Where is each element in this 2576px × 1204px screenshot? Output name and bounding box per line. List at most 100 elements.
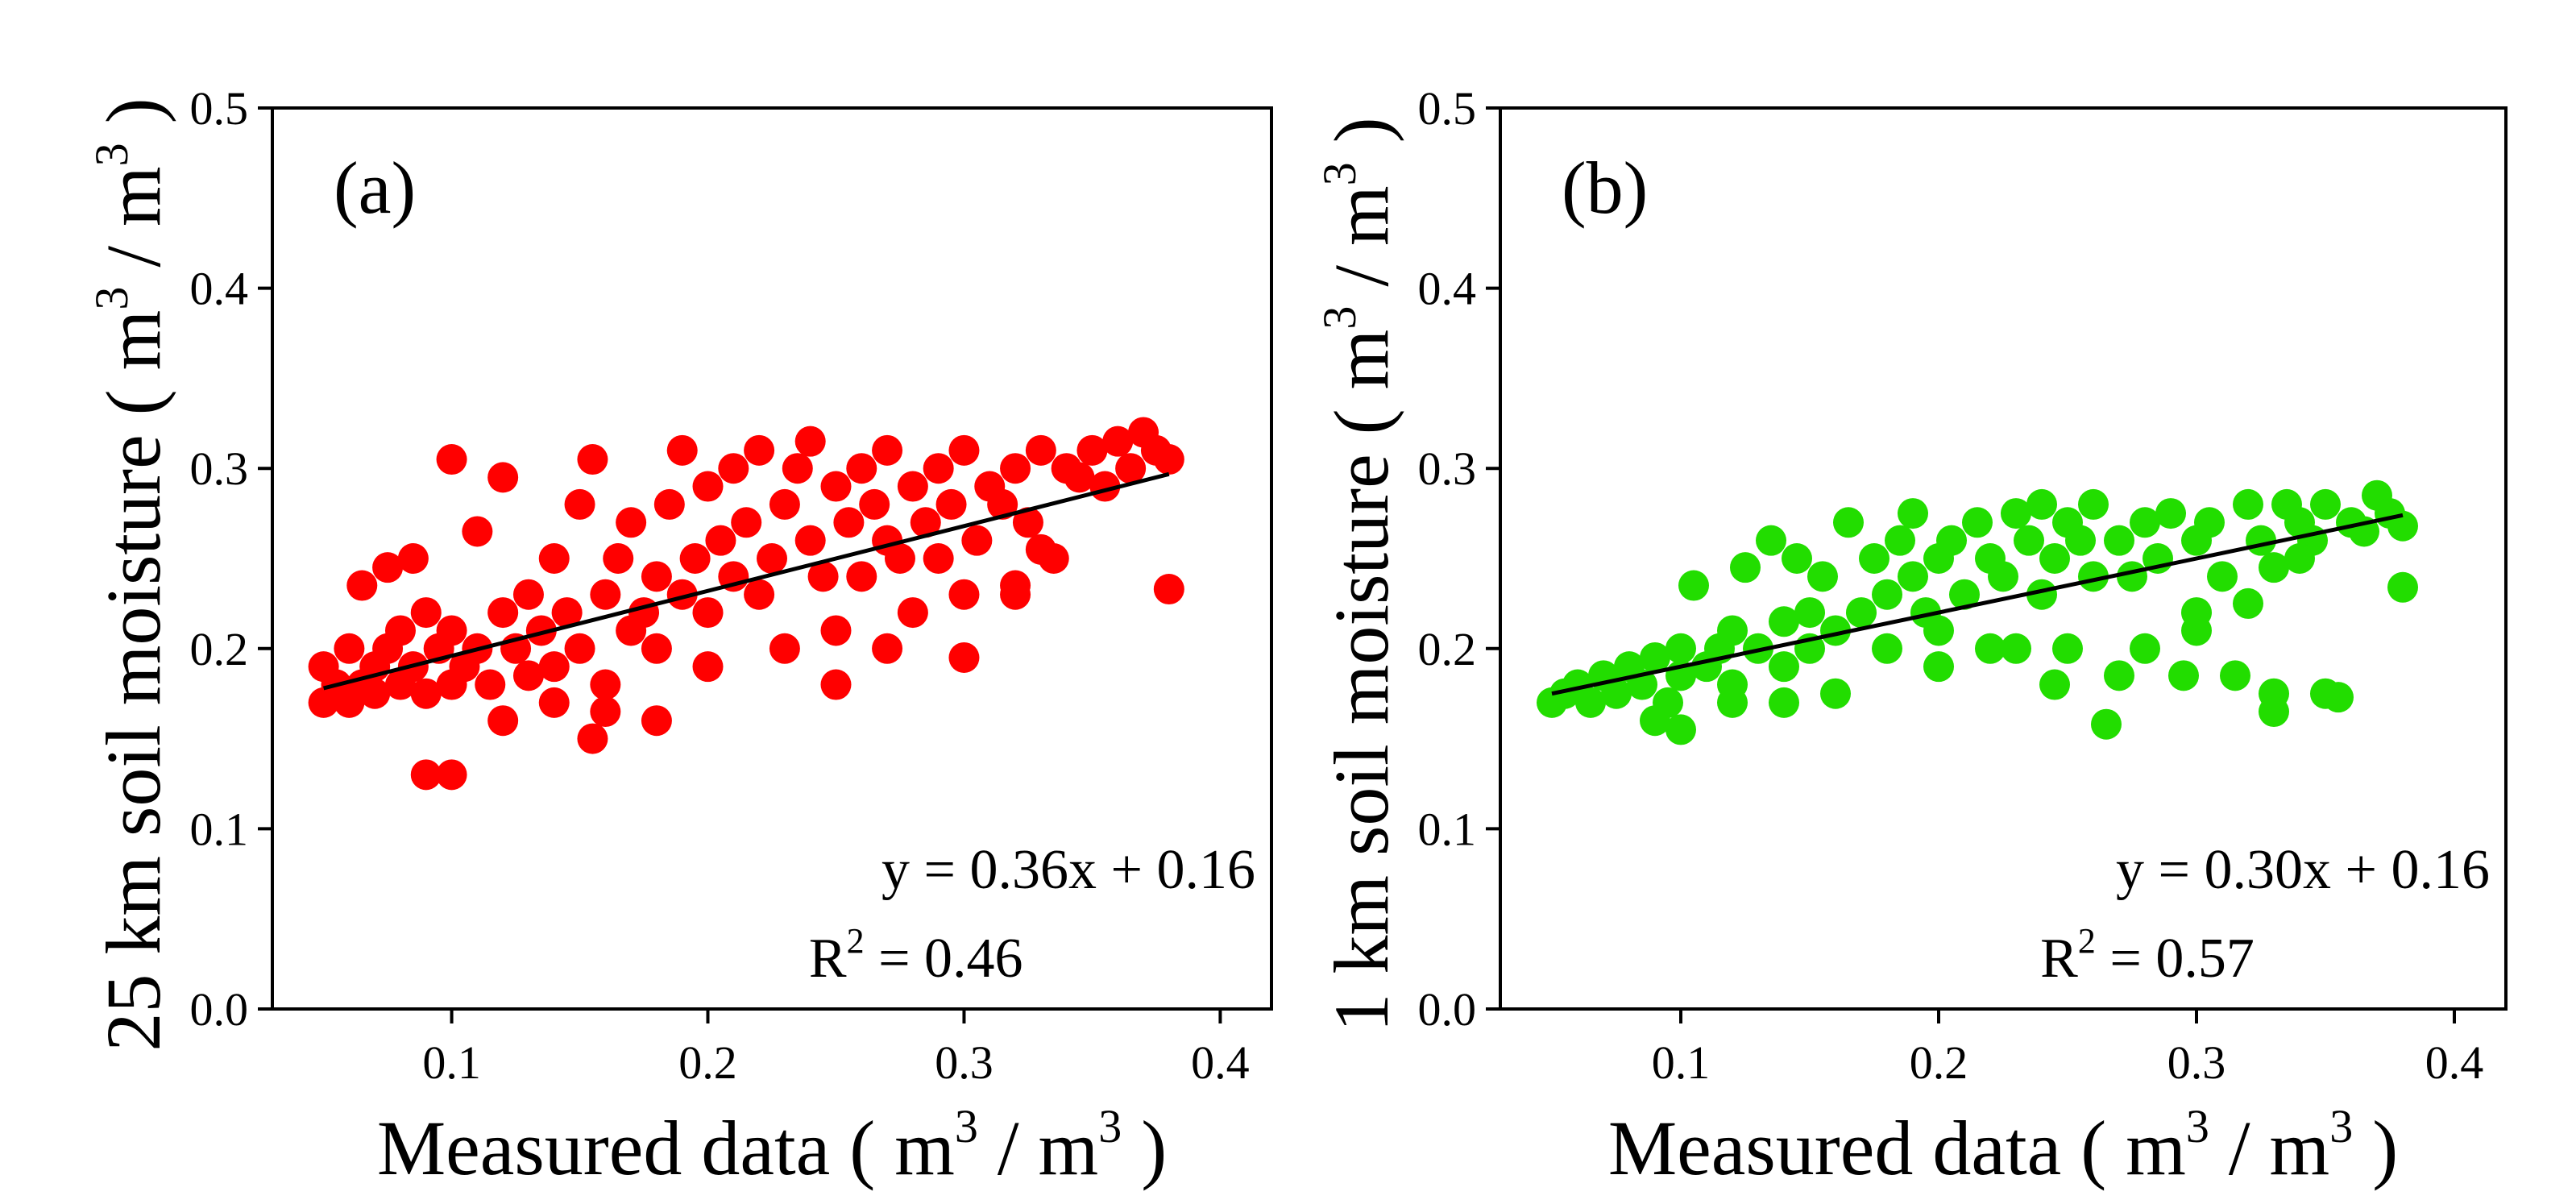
- data-point: [525, 615, 557, 646]
- data-point: [397, 543, 429, 574]
- data-point: [436, 615, 467, 646]
- y-axis-label: 1 km soil moisture ( m3 / m3 ): [1313, 117, 1404, 1032]
- data-point: [2168, 660, 2199, 691]
- data-point: [1923, 615, 1954, 646]
- data-point: [833, 507, 865, 538]
- data-point: [846, 453, 877, 484]
- data-point: [1769, 687, 1799, 718]
- data-point: [2014, 525, 2044, 556]
- data-point: [1962, 507, 1993, 538]
- data-point: [1000, 570, 1031, 601]
- data-point: [1153, 574, 1184, 605]
- data-point: [782, 453, 813, 484]
- data-point: [384, 615, 416, 646]
- r-squared: R2 = 0.46: [809, 921, 1023, 990]
- panel-b: 0.1 0.2 0.3 0.4 0.0 0.1 0.2 0.3 0.4 0.5 (b) y = 0.3…: [1313, 82, 2508, 1191]
- data-point: [1859, 543, 1889, 574]
- data-point: [436, 444, 467, 475]
- data-point: [564, 488, 595, 520]
- data-point: [807, 561, 839, 592]
- data-point: [410, 597, 442, 629]
- x-axis-label: Measured data ( m3 / m3 ): [1608, 1100, 2398, 1191]
- data-point: [2117, 561, 2147, 592]
- data-point: [1717, 615, 1748, 646]
- data-point: [2220, 660, 2250, 691]
- x-tick-label: 0.3: [935, 1036, 993, 1089]
- data-point: [1665, 633, 1696, 664]
- data-point: [910, 507, 941, 538]
- data-point: [1678, 570, 1709, 601]
- data-point: [1923, 651, 1954, 683]
- data-point: [923, 543, 954, 574]
- data-point: [577, 444, 608, 475]
- data-point: [1936, 525, 1967, 556]
- data-point: [987, 488, 1018, 520]
- data-point: [948, 434, 980, 466]
- data-point: [1820, 678, 1851, 709]
- data-point: [1756, 525, 1786, 556]
- y-tick-label: 0.5: [1418, 82, 1477, 135]
- data-point: [538, 543, 570, 574]
- y-tick-label: 0.2: [190, 623, 249, 675]
- y-tick-label: 0.4: [1418, 263, 1477, 315]
- data-point: [897, 471, 928, 502]
- data-point: [794, 426, 826, 457]
- data-point: [718, 453, 749, 484]
- data-point: [1846, 597, 1877, 629]
- x-tick-label: 0.1: [1652, 1036, 1711, 1089]
- data-point: [692, 651, 724, 683]
- data-point: [2233, 488, 2263, 520]
- data-point: [1769, 606, 1799, 637]
- data-point: [2001, 498, 2031, 529]
- data-point: [641, 705, 672, 737]
- data-point: [2194, 507, 2225, 538]
- data-point: [590, 579, 621, 610]
- data-point: [1872, 579, 1902, 610]
- data-point: [475, 669, 506, 700]
- plot-frame: [1499, 106, 2508, 1011]
- data-point: [603, 543, 634, 574]
- data-point: [1782, 543, 1812, 574]
- data-point: [1885, 525, 1915, 556]
- data-point: [1012, 507, 1043, 538]
- data-point: [577, 723, 608, 754]
- data-point: [1064, 462, 1095, 493]
- data-point: [2078, 488, 2109, 520]
- x-tick-label: 0.4: [2425, 1036, 2484, 1089]
- data-point: [2259, 696, 2289, 728]
- data-point: [2310, 488, 2341, 520]
- data-point: [923, 453, 954, 484]
- data-point: [653, 488, 685, 520]
- data-point: [538, 651, 570, 683]
- data-point: [1640, 705, 1670, 737]
- data-point: [1898, 561, 1928, 592]
- y-tick-label: 0.1: [1418, 803, 1477, 855]
- y-tick-label: 0.4: [190, 263, 249, 315]
- data-point: [590, 696, 621, 728]
- data-point: [590, 669, 621, 700]
- data-point: [436, 759, 467, 791]
- data-point: [346, 570, 378, 601]
- data-point: [692, 471, 724, 502]
- data-point: [2130, 633, 2160, 664]
- panel-label: (b): [1562, 147, 1648, 229]
- data-point: [820, 615, 852, 646]
- data-point: [935, 488, 967, 520]
- data-point: [2259, 552, 2289, 583]
- data-point: [462, 516, 493, 547]
- y-tick-label: 0.3: [190, 442, 249, 495]
- data-point: [897, 597, 928, 629]
- data-point: [1000, 453, 1031, 484]
- data-point: [1820, 615, 1851, 646]
- data-point: [1872, 633, 1902, 664]
- data-point: [1975, 633, 2006, 664]
- data-point: [1807, 561, 1838, 592]
- data-point: [512, 660, 544, 691]
- data-point: [948, 641, 980, 673]
- data-point: [666, 434, 698, 466]
- data-point: [769, 488, 800, 520]
- data-point: [2387, 571, 2418, 603]
- data-point: [410, 759, 442, 791]
- data-point: [2078, 561, 2109, 592]
- data-point: [487, 597, 519, 629]
